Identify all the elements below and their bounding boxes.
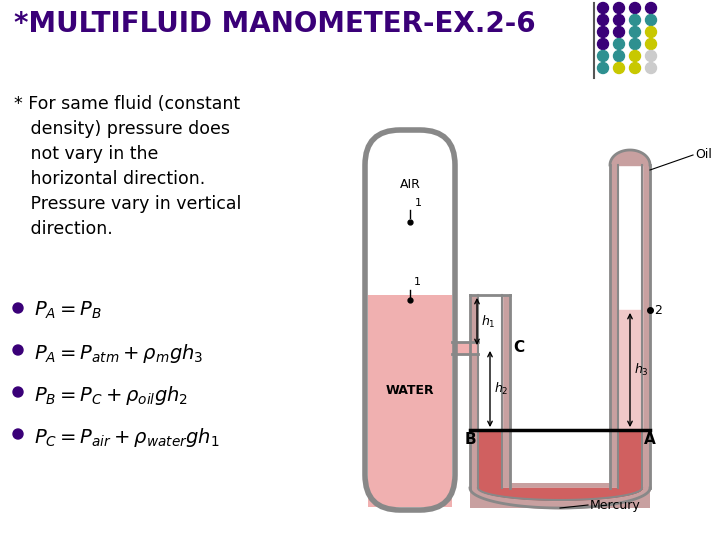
Circle shape — [646, 26, 657, 37]
Circle shape — [13, 387, 23, 397]
Circle shape — [598, 15, 608, 25]
Text: AIR: AIR — [400, 179, 420, 192]
Bar — [470, 483, 650, 508]
Text: 1: 1 — [414, 277, 421, 287]
Text: A: A — [644, 432, 656, 447]
Circle shape — [646, 15, 657, 25]
Text: Oil: Oil — [695, 148, 712, 161]
Circle shape — [613, 51, 624, 62]
Text: $P_{A} = P_{atm} + \rho_m gh_3$: $P_{A} = P_{atm} + \rho_m gh_3$ — [34, 342, 203, 365]
Circle shape — [629, 63, 641, 73]
Circle shape — [598, 3, 608, 14]
Circle shape — [646, 51, 657, 62]
Text: Mercury: Mercury — [590, 498, 641, 511]
Text: $P_A = P_B$: $P_A = P_B$ — [34, 300, 102, 321]
Circle shape — [13, 429, 23, 439]
Circle shape — [629, 26, 641, 37]
Circle shape — [613, 38, 624, 50]
Text: $h_2$: $h_2$ — [494, 381, 508, 397]
Text: 2: 2 — [654, 303, 662, 316]
Text: *MULTIFLUID MANOMETER-EX.2-6: *MULTIFLUID MANOMETER-EX.2-6 — [14, 10, 536, 38]
Text: $h_1$: $h_1$ — [481, 313, 495, 329]
Circle shape — [598, 26, 608, 37]
Text: * For same fluid (constant
   density) pressure does
   not vary in the
   horiz: * For same fluid (constant density) pres… — [14, 95, 241, 238]
Text: $h_3$: $h_3$ — [634, 362, 649, 378]
FancyBboxPatch shape — [365, 130, 455, 510]
Circle shape — [646, 38, 657, 50]
Circle shape — [598, 51, 608, 62]
Circle shape — [646, 63, 657, 73]
Text: C: C — [513, 341, 524, 355]
Circle shape — [613, 3, 624, 14]
Circle shape — [629, 38, 641, 50]
Circle shape — [13, 303, 23, 313]
Circle shape — [13, 345, 23, 355]
Text: WATER: WATER — [386, 383, 434, 396]
Text: $P_C = P_{air} + \rho_{water}gh_1$: $P_C = P_{air} + \rho_{water}gh_1$ — [34, 426, 220, 449]
Circle shape — [613, 15, 624, 25]
Circle shape — [598, 38, 608, 50]
Circle shape — [613, 26, 624, 37]
Text: $P_B = P_C + \rho_{oil}gh_2$: $P_B = P_C + \rho_{oil}gh_2$ — [34, 384, 188, 407]
Circle shape — [598, 63, 608, 73]
Circle shape — [646, 3, 657, 14]
Text: 1: 1 — [415, 198, 422, 208]
Bar — [368, 295, 452, 507]
Circle shape — [629, 51, 641, 62]
Circle shape — [629, 3, 641, 14]
Circle shape — [613, 63, 624, 73]
Circle shape — [629, 15, 641, 25]
Text: B: B — [464, 432, 476, 447]
